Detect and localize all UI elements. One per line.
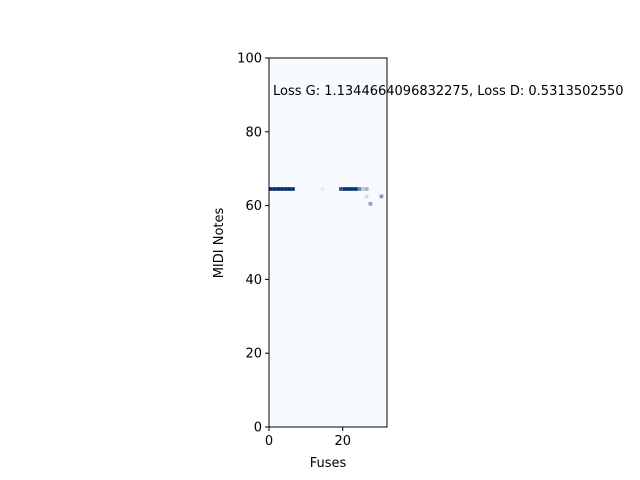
heatmap-cell [269,187,273,191]
heatmap-cell [379,194,384,199]
heatmap-cell [346,187,351,191]
heatmap-cell [350,187,354,191]
heatmap-cell [291,187,295,191]
plot-area [269,58,387,427]
x-axis-label: Fuses [310,456,347,471]
heatmap-cell [353,187,358,191]
heatmap-cell [364,194,369,199]
heatmap-cell [276,187,281,191]
y-axis-label: MIDI Notes [212,207,227,278]
heatmap-cell [357,187,362,191]
y-tick-label: 80 [245,125,262,140]
heatmap-cell [364,187,369,191]
heatmap-cell [339,187,343,191]
axes: 0 20 0 20 40 60 80 100 [237,52,388,449]
heatmap-cell [342,187,347,191]
heatmap-cell [320,187,325,191]
y-tick-label: 60 [245,199,262,214]
heatmap-cell [287,187,292,191]
heatmap-cell [280,187,284,191]
y-tick-label: 0 [254,421,262,436]
heatmap-cell [368,201,373,206]
y-tick-label: 40 [245,273,262,288]
heatmap-cell [361,187,365,191]
heatmap-background [269,58,387,427]
plot-frame [268,57,388,428]
loss-annotation: Loss G: 1.1344664096832275, Loss D: 0.53… [273,84,624,99]
y-tick-label: 20 [245,347,262,362]
heatmap-cell [283,187,288,191]
x-tick-label: 0 [265,434,273,449]
x-tick-label: 20 [334,434,351,449]
y-tick-label: 100 [237,52,262,67]
heatmap-cell [272,187,277,191]
